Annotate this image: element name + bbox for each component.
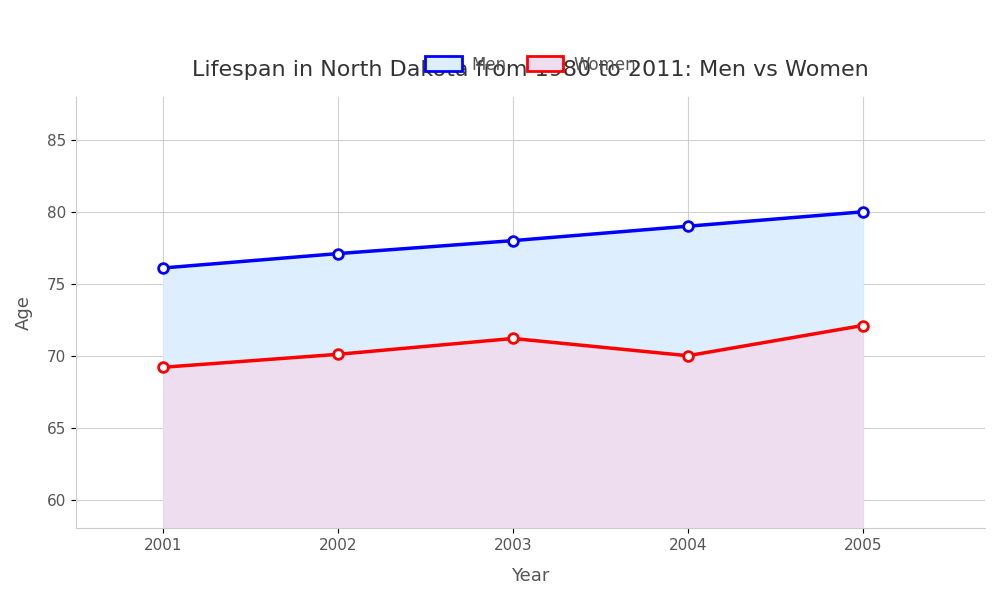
X-axis label: Year: Year [511, 567, 550, 585]
Title: Lifespan in North Dakota from 1980 to 2011: Men vs Women: Lifespan in North Dakota from 1980 to 20… [192, 60, 869, 80]
Legend: Men, Women: Men, Women [418, 49, 643, 80]
Y-axis label: Age: Age [15, 295, 33, 330]
